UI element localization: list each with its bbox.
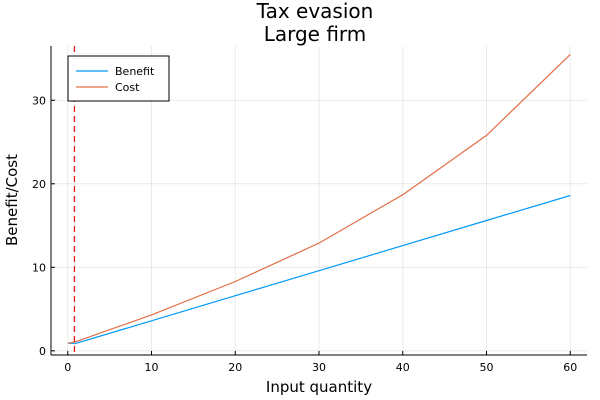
x-tick-label: 20	[228, 361, 242, 374]
x-tick-label: 50	[480, 361, 494, 374]
legend-label-cost: Cost	[115, 81, 140, 94]
x-tick-label: 0	[64, 361, 71, 374]
x-tick-label: 40	[396, 361, 410, 374]
y-tick-label: 30	[32, 94, 46, 107]
y-tick-label: 0	[39, 345, 46, 358]
legend-box	[67, 55, 170, 102]
y-tick-label: 20	[32, 178, 46, 191]
y-tick-label: 10	[32, 261, 46, 274]
y-axis-label: Benefit/Cost	[3, 154, 21, 246]
series-line-benefit	[67, 194, 571, 344]
x-axis: 0 10 20 30 40 50 60	[51, 351, 587, 374]
legend: Benefit Cost	[67, 55, 170, 102]
legend-label-benefit: Benefit	[115, 65, 155, 78]
x-axis-label: Input quantity	[266, 378, 372, 396]
chart-title: Tax evasion	[256, 0, 374, 23]
x-tick-label: 60	[563, 361, 577, 374]
series-line-cost	[67, 53, 571, 344]
x-tick-label: 10	[145, 361, 159, 374]
x-tick-label: 30	[312, 361, 326, 374]
y-axis: 0 10 20 30	[32, 46, 55, 358]
chart-subtitle: Large firm	[264, 22, 367, 46]
series-lines	[67, 53, 571, 344]
